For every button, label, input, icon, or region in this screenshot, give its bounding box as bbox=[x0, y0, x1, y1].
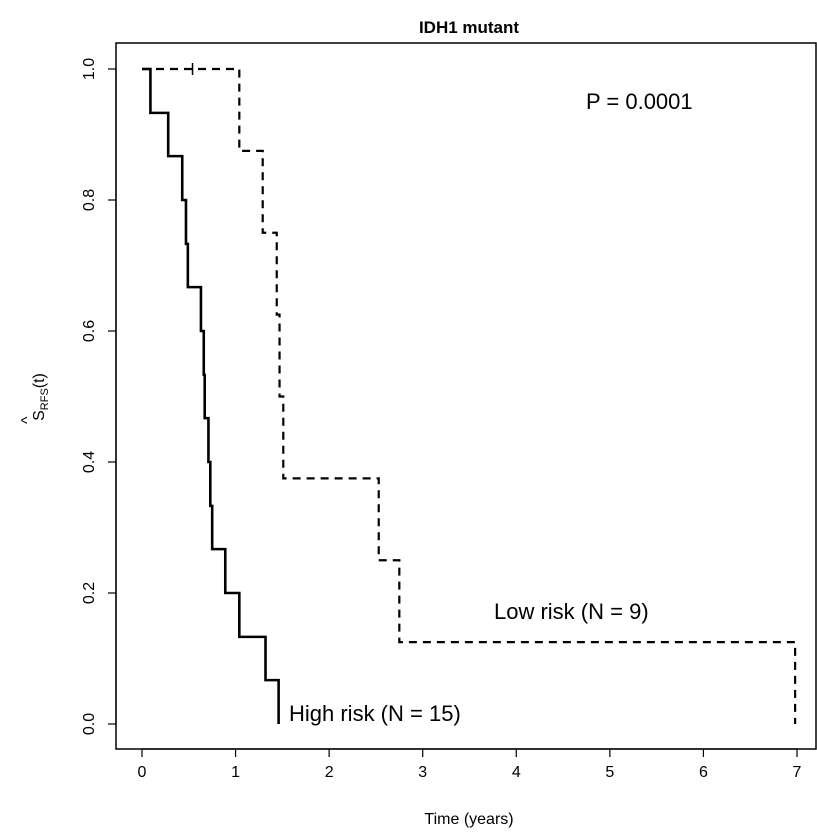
y-tick-label: 0.8 bbox=[81, 189, 98, 211]
x-tick-label: 0 bbox=[138, 764, 147, 781]
x-axis: 0 1 2 3 4 5 6 7 bbox=[138, 748, 802, 781]
x-tick-label: 1 bbox=[231, 764, 240, 781]
x-tick-label: 2 bbox=[325, 764, 334, 781]
y-tick-label: 0.0 bbox=[81, 713, 98, 735]
y-tick-label: 1.0 bbox=[81, 58, 98, 80]
series-label: Low risk (N = 9) bbox=[494, 599, 649, 624]
series-label: High risk (N = 15) bbox=[289, 701, 461, 726]
x-tick-label: 5 bbox=[605, 764, 614, 781]
y-tick-label: 0.4 bbox=[81, 451, 98, 473]
y-tick-label: 0.6 bbox=[81, 320, 98, 342]
y-title-arg: (t) bbox=[31, 373, 48, 388]
x-tick-label: 4 bbox=[512, 764, 521, 781]
series-line bbox=[142, 67, 280, 724]
y-title-sub: RFS bbox=[39, 388, 51, 410]
series-line bbox=[142, 67, 797, 724]
y-axis-title: SRFS(t) ^ bbox=[19, 373, 51, 424]
y-title-hat: ^ bbox=[19, 416, 36, 424]
series-layer bbox=[142, 63, 797, 724]
svg-text:SRFS(t): SRFS(t) bbox=[31, 373, 51, 421]
series-labels: High risk (N = 15) Low risk (N = 9) bbox=[289, 599, 649, 726]
chart-title: IDH1 mutant bbox=[419, 18, 519, 37]
x-tick-label: 3 bbox=[418, 764, 427, 781]
x-tick-label: 6 bbox=[699, 764, 708, 781]
y-axis: 0.0 0.2 0.4 0.6 0.8 1.0 bbox=[81, 58, 117, 735]
x-axis-title: Time (years) bbox=[424, 811, 513, 828]
y-title-main: S bbox=[31, 410, 48, 421]
p-value-annotation: P = 0.0001 bbox=[586, 89, 693, 114]
y-tick-label: 0.2 bbox=[81, 582, 98, 604]
x-tick-label: 7 bbox=[793, 764, 802, 781]
